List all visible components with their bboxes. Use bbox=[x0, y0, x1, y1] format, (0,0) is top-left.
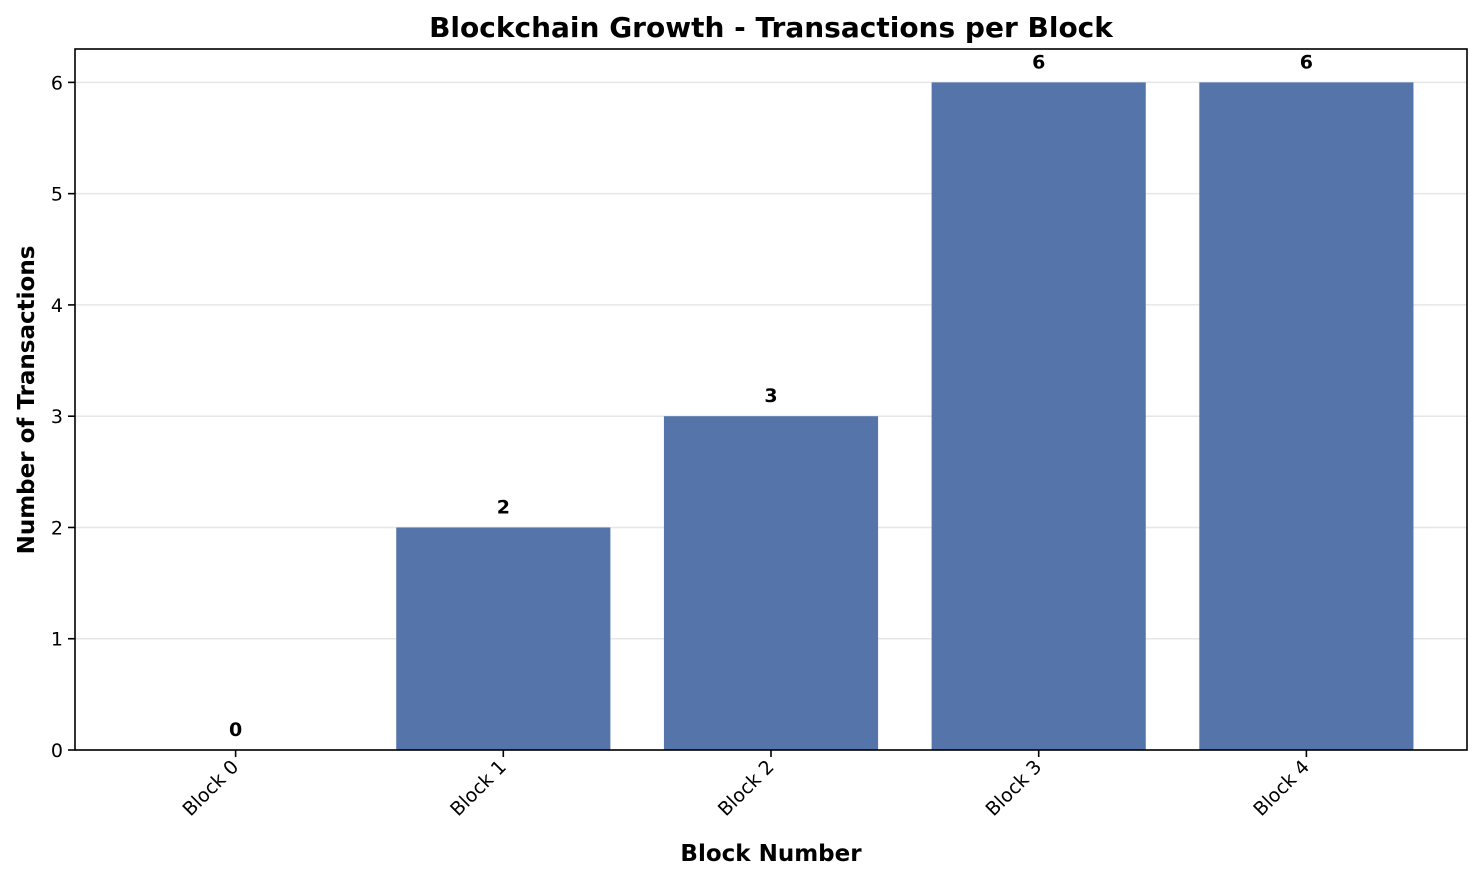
data-labels: 0 2 3 6 6 bbox=[229, 51, 1313, 741]
y-tick-label-0: 0 bbox=[51, 740, 63, 762]
bar-4 bbox=[1199, 82, 1414, 750]
chart-title: Blockchain Growth - Transactions per Blo… bbox=[429, 11, 1114, 44]
x-tick-label-0: Block 0 bbox=[178, 756, 243, 821]
y-tick-label-6: 6 bbox=[51, 72, 63, 94]
y-axis-label: Number of Transactions bbox=[14, 246, 40, 555]
y-tick-label-1: 1 bbox=[51, 629, 63, 651]
y-tick-label-4: 4 bbox=[51, 295, 63, 317]
x-tick-label-1: Block 1 bbox=[446, 756, 511, 821]
x-tick-label-4: Block 4 bbox=[1249, 756, 1314, 821]
bar-2 bbox=[663, 416, 879, 750]
data-label-4: 6 bbox=[1300, 51, 1313, 73]
bar-3 bbox=[931, 82, 1146, 750]
x-tick-label-3: Block 3 bbox=[982, 756, 1047, 821]
y-tick-label-3: 3 bbox=[51, 406, 63, 428]
x-axis-label: Block Number bbox=[680, 841, 862, 867]
bar-1 bbox=[396, 527, 611, 750]
data-label-0: 0 bbox=[229, 719, 242, 741]
data-label-1: 2 bbox=[497, 496, 510, 518]
x-tick-label-2: Block 2 bbox=[714, 756, 779, 821]
y-tick-label-5: 5 bbox=[51, 184, 63, 206]
bars bbox=[396, 82, 1414, 750]
data-label-3: 6 bbox=[1032, 51, 1045, 73]
y-tick-label-2: 2 bbox=[51, 517, 63, 539]
data-label-2: 3 bbox=[764, 385, 777, 407]
